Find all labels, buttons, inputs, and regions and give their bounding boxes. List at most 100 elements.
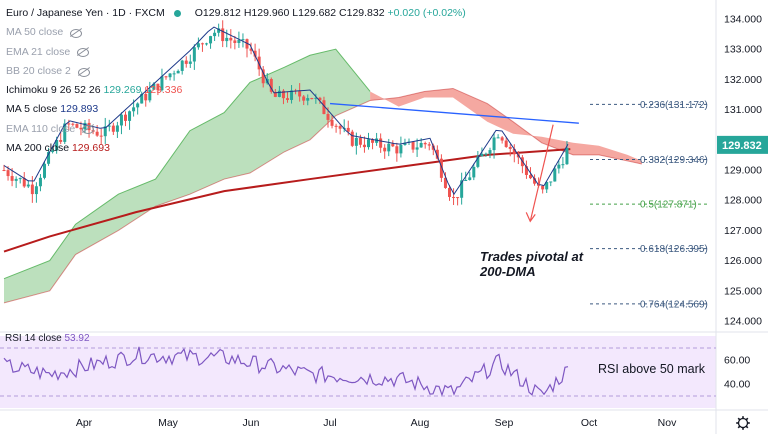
candle <box>362 136 366 153</box>
candle <box>545 181 549 193</box>
ichimoku-span-b-line <box>3 87 642 304</box>
price-axis-tick: 133.000 <box>724 44 762 56</box>
candle <box>281 89 285 105</box>
candle <box>488 147 492 159</box>
pivot-annotation: 200-DMA <box>479 264 536 279</box>
candle <box>107 119 111 132</box>
current-price-label: 129.832 <box>722 140 762 152</box>
candle <box>492 132 496 159</box>
candle <box>249 42 253 55</box>
candle <box>38 174 42 192</box>
settings-gear-icon[interactable] <box>736 416 750 430</box>
legend-ma50[interactable]: MA 50 close <box>6 23 466 42</box>
candle <box>188 54 192 68</box>
candle <box>261 66 265 88</box>
candle <box>71 122 75 127</box>
hidden-eye-icon[interactable] <box>69 28 83 38</box>
candle <box>115 121 119 138</box>
candle <box>524 160 528 179</box>
legend-ema21[interactable]: EMA 21 close <box>6 43 466 62</box>
hidden-eye-icon[interactable] <box>81 125 95 135</box>
ichimoku-cloud-bearish <box>370 88 642 164</box>
symbol-title[interactable]: Euro / Japanese Yen · 1D · FXCM <box>6 7 165 19</box>
candle <box>379 133 383 153</box>
candle <box>75 123 79 129</box>
ichimoku-cloud-bullish <box>4 49 371 303</box>
resistance-trendline <box>329 102 579 124</box>
time-axis-tick: Jun <box>243 417 260 429</box>
candle <box>140 91 144 104</box>
candle <box>229 29 233 49</box>
candle <box>14 176 18 188</box>
candle <box>334 123 338 133</box>
candle <box>196 37 200 50</box>
legend-ema110[interactable]: EMA 110 close <box>6 120 466 139</box>
legend-ma200[interactable]: MA 200 close 129.693 <box>6 142 110 155</box>
market-status-icon <box>173 10 181 18</box>
candle <box>269 77 273 94</box>
candle <box>512 144 516 163</box>
candle <box>253 43 257 62</box>
candle <box>172 70 176 81</box>
fib-level-label: 0.236(131.172) <box>640 100 708 111</box>
candle <box>443 172 447 189</box>
hidden-eye-icon[interactable] <box>77 67 90 77</box>
candle <box>302 94 306 106</box>
price-axis-tick: 134.000 <box>724 14 762 26</box>
time-axis-tick: Sep <box>495 417 514 429</box>
price-axis-tick: 129.000 <box>724 165 762 177</box>
candle <box>192 44 196 70</box>
candle <box>330 115 334 129</box>
candle <box>508 144 512 157</box>
candle <box>103 117 107 144</box>
candle <box>164 75 168 80</box>
rsi-line <box>3 346 569 397</box>
candle <box>225 29 229 48</box>
candle <box>111 122 115 136</box>
candle <box>314 93 318 104</box>
candle <box>395 142 399 162</box>
fib-level-label: 0.764(124.569) <box>640 299 708 310</box>
candle <box>119 112 123 135</box>
pivot-annotation: Trades pivotal at <box>480 249 584 264</box>
legend-bb[interactable]: BB 20 close 2 <box>6 62 466 81</box>
candle <box>383 144 387 159</box>
candle <box>136 102 140 115</box>
candle <box>338 124 342 135</box>
candle <box>456 197 460 206</box>
price-axis-tick: 126.000 <box>724 255 762 267</box>
candle <box>504 137 508 148</box>
rsi-axis-tick: 60.00 <box>724 355 750 367</box>
candle <box>290 85 294 104</box>
rsi-legend[interactable]: RSI 14 close 53.92 <box>5 333 90 344</box>
candle <box>176 69 180 74</box>
candle <box>496 134 500 139</box>
legend-ichimoku[interactable]: Ichimoku 9 26 52 26 129.269 129.336 <box>6 84 183 97</box>
candle <box>387 138 391 157</box>
candle <box>209 35 213 49</box>
current-price-badge <box>717 135 768 154</box>
candle <box>298 83 302 102</box>
candle <box>124 111 127 127</box>
candle <box>95 125 99 137</box>
candle <box>350 129 354 148</box>
candle <box>148 81 152 103</box>
candle <box>500 136 504 144</box>
candle <box>22 172 26 188</box>
candle <box>476 151 480 169</box>
hidden-eye-icon[interactable] <box>76 48 90 58</box>
rsi-annotation: RSI above 50 mark <box>598 362 706 376</box>
price-axis-tick: 124.000 <box>724 316 762 328</box>
legend-ma5[interactable]: MA 5 close 129.893 <box>6 103 99 116</box>
candle <box>286 91 289 103</box>
candle <box>200 42 204 52</box>
candle <box>403 138 407 146</box>
time-axis-tick: May <box>158 417 179 429</box>
price-axis-tick: 131.000 <box>724 104 762 116</box>
candle <box>484 152 488 157</box>
indicator-legend: Euro / Japanese Yen · 1D · FXCM O129.812… <box>6 4 466 158</box>
candle <box>423 141 427 149</box>
candle <box>63 119 67 145</box>
